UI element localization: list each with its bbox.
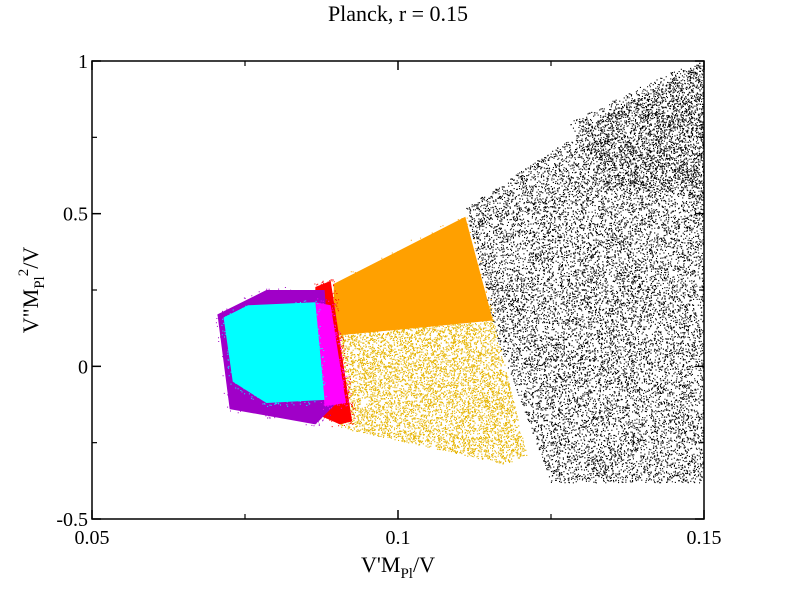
y-tick-label: 1 [78, 51, 88, 73]
x-tick-label: 0.1 [386, 527, 411, 549]
series-3 [330, 216, 494, 339]
y-axis-label: V"MPl2/V [16, 247, 48, 334]
x-tick-label: 0.05 [75, 527, 110, 549]
series-7-edge-dots [221, 300, 327, 407]
x-tick-label: 0.15 [687, 527, 722, 549]
series-0 [466, 65, 704, 484]
series-2-dots [334, 296, 528, 465]
series-3-region [333, 216, 493, 336]
series-6-edge-dots [312, 298, 349, 410]
y-tick-label: -0.5 [56, 509, 88, 531]
y-tick-label: 0 [78, 356, 88, 378]
series-0-dots [466, 65, 704, 484]
series-6-region [315, 302, 346, 407]
axis-ticks: 0.05 0.1 0.15 -0.5 0 0.5 1 [56, 51, 721, 549]
y-tick-label: 0.5 [63, 204, 88, 226]
series-7 [221, 300, 327, 407]
x-axis-label: V'MPl/V [361, 552, 435, 582]
series-6 [312, 298, 349, 410]
chart-title: Planck, r = 0.15 [328, 1, 468, 26]
series-2 [334, 296, 528, 465]
data-points [215, 62, 704, 484]
